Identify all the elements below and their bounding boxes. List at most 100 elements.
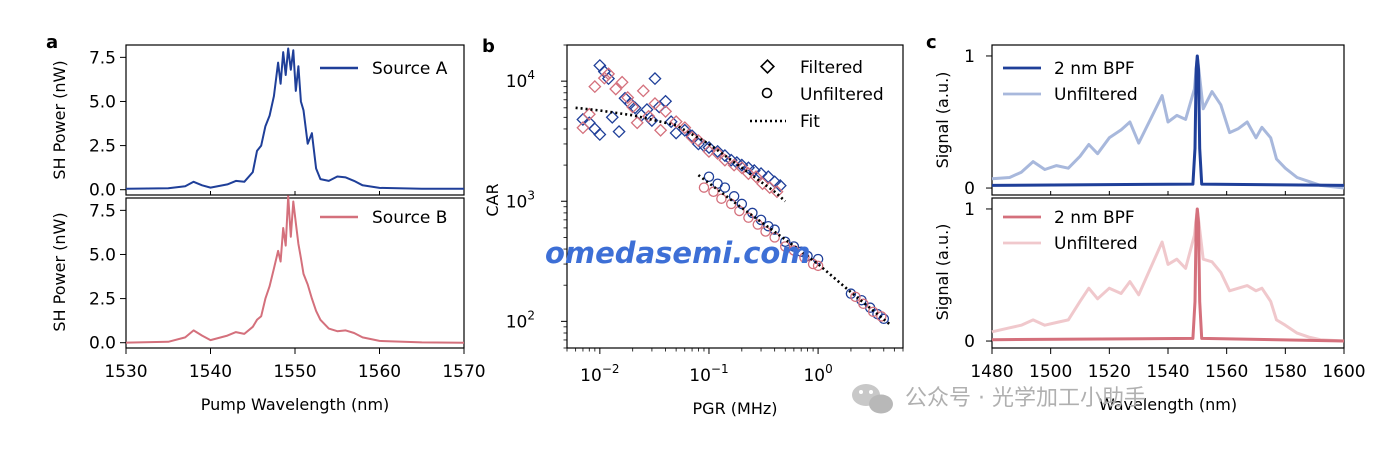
filtered-point bbox=[669, 115, 683, 129]
series-source-a bbox=[125, 47, 464, 190]
filtered-point bbox=[678, 121, 692, 135]
panel-b-xlabel: PGR (MHz) bbox=[693, 399, 778, 418]
panel-a-legend-bottom: Source B bbox=[320, 208, 447, 228]
b-ytick-label: 102 bbox=[506, 308, 535, 332]
wechat-badge: 公众号 · 光学加工小助手 bbox=[852, 384, 1146, 414]
unfiltered-point bbox=[876, 311, 887, 322]
filtered-point bbox=[626, 100, 640, 114]
filtered-point bbox=[645, 113, 659, 128]
unfiltered-point bbox=[716, 193, 727, 204]
a-ytick-label: 2.5 bbox=[89, 290, 116, 310]
filtered-point bbox=[601, 67, 616, 81]
filtered-point bbox=[597, 71, 611, 85]
a-xtick-label: 1560 bbox=[358, 362, 401, 382]
panel-a-top-ylabel: SH Power (nW) bbox=[50, 60, 69, 179]
legend-unfiltered-b-label: Unfiltered bbox=[1054, 234, 1138, 254]
panel-a: SH Power (nW) SH Power (nW) Pump Wavelen… bbox=[50, 44, 486, 414]
a-ytick-label: 0.0 bbox=[89, 334, 116, 354]
unfiltered-point bbox=[779, 241, 791, 252]
filtered-point bbox=[648, 72, 662, 86]
c-xtick-label: 1560 bbox=[1205, 362, 1248, 382]
panel-c-legend-top: 2 nm BPF Unfiltered bbox=[1003, 59, 1138, 105]
c-xtick-label: 1500 bbox=[1029, 362, 1072, 382]
panel-b-legend: Filtered Unfiltered Fit bbox=[750, 58, 884, 132]
c-xtick-label: 1520 bbox=[1088, 362, 1131, 382]
panel-b-ylabel: CAR bbox=[483, 183, 502, 216]
filtered-point bbox=[582, 107, 596, 121]
filtered-point bbox=[711, 146, 725, 161]
filtered-point bbox=[718, 153, 732, 167]
filtered-point bbox=[702, 144, 716, 158]
unfiltered-point bbox=[743, 212, 754, 223]
panel-a-bottom-ylabel: SH Power (nW) bbox=[50, 212, 69, 331]
filtered-point bbox=[593, 127, 607, 142]
c-xtick-label: 1480 bbox=[970, 362, 1013, 382]
fit-line bbox=[575, 106, 787, 203]
panel-c-bottom-ylabel: Signal (a.u.) bbox=[933, 224, 952, 321]
filtered-point bbox=[593, 58, 607, 73]
filtered-point bbox=[685, 130, 699, 144]
watermark-text: omedasemi.com bbox=[545, 236, 811, 270]
filtered-point bbox=[630, 116, 644, 130]
filtered-point bbox=[609, 82, 623, 96]
unfiltered-point bbox=[763, 220, 774, 232]
filtered-point bbox=[648, 97, 662, 111]
a-xtick-label: 1540 bbox=[189, 362, 232, 382]
legend-bpf-b-label: 2 nm BPF bbox=[1054, 208, 1135, 228]
panel-label-b: b bbox=[482, 36, 495, 57]
filtered-point bbox=[605, 110, 619, 124]
panel-b-frame bbox=[566, 44, 904, 349]
panel-c-xlabel: Wavelength (nm) bbox=[1099, 395, 1237, 414]
a-ytick-label: 7.5 bbox=[89, 48, 116, 68]
c-xtick-label: 1600 bbox=[1322, 362, 1365, 382]
wechat-icon bbox=[852, 384, 893, 414]
filtered-point bbox=[691, 137, 706, 151]
unfiltered-point bbox=[736, 198, 748, 210]
unfiltered-point bbox=[858, 298, 869, 310]
c-ytick-label: 1 bbox=[964, 200, 975, 220]
a-xtick-label: 1530 bbox=[104, 362, 147, 382]
a-xtick-label: 1570 bbox=[442, 362, 485, 382]
filtered-point bbox=[654, 123, 668, 137]
panel-label-c: c bbox=[926, 32, 937, 53]
legend-bpf-a-label: 2 nm BPF bbox=[1054, 59, 1135, 79]
unfiltered-point bbox=[878, 313, 890, 325]
series-source-b bbox=[125, 195, 465, 344]
a-ytick-label: 7.5 bbox=[89, 201, 116, 221]
panel-a-legend-top: Source A bbox=[320, 59, 448, 79]
unfiltered-point bbox=[752, 219, 764, 230]
panel-c-legend-bottom: 2 nm BPF Unfiltered bbox=[1003, 208, 1138, 254]
legend-source-b-label: Source B bbox=[372, 208, 447, 228]
unfiltered-point bbox=[728, 191, 740, 202]
filtered-point bbox=[770, 185, 784, 199]
c-xtick-label: 1540 bbox=[1146, 362, 1189, 382]
unfiltered-point bbox=[779, 236, 791, 248]
filtered-point bbox=[773, 179, 787, 193]
filtered-point bbox=[588, 80, 602, 94]
panel-c-top-ylabel: Signal (a.u.) bbox=[933, 72, 952, 169]
panel-b-marks bbox=[575, 58, 891, 326]
unfiltered-point bbox=[719, 182, 731, 193]
c-xtick-label: 1580 bbox=[1264, 362, 1307, 382]
legend-unfiltered-marker bbox=[761, 87, 773, 99]
series-unfiltered-a bbox=[991, 54, 1345, 190]
panel-a-ticks: 1530 1540 1550 1560 15700.02.55.07.50.02.55.… bbox=[89, 48, 486, 382]
b-ytick-label: 103 bbox=[506, 188, 535, 212]
c-ytick-label: 0 bbox=[964, 179, 975, 199]
filtered-point bbox=[658, 104, 673, 119]
unfiltered-point bbox=[698, 182, 710, 193]
unfiltered-point bbox=[708, 186, 719, 197]
fit-line bbox=[697, 174, 891, 326]
panel-b: CAR PGR (MHz) Filtered Unfiltered Fit 10… bbox=[483, 44, 904, 418]
panel-c: Signal (a.u.) Signal (a.u.) Wavelength (… bbox=[933, 44, 1366, 414]
b-xtick-label: 10−2 bbox=[580, 362, 619, 386]
b-ytick-label: 104 bbox=[506, 68, 535, 92]
b-xtick-label: 10−1 bbox=[689, 362, 728, 386]
series-bpf-a bbox=[991, 54, 1345, 187]
legend-filtered-label: Filtered bbox=[800, 58, 863, 78]
legend-source-a-label: Source A bbox=[372, 59, 448, 79]
filtered-point bbox=[612, 125, 626, 139]
filtered-point bbox=[658, 94, 673, 108]
